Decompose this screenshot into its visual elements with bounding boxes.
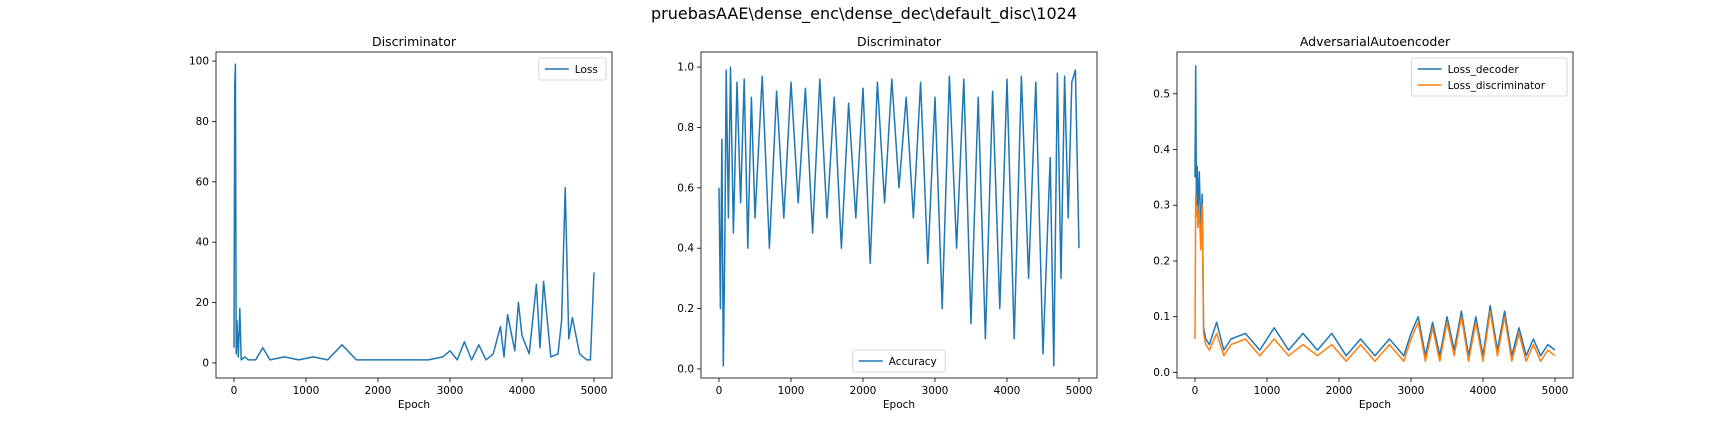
x-tick-label: 5000 bbox=[581, 385, 608, 397]
y-tick-label: 0.5 bbox=[1153, 88, 1170, 100]
legend-label: Accuracy bbox=[889, 356, 937, 368]
subplot-1: 0 1000 2000 3000 4000 5000 0 20 40 60 80 100 Discrim… bbox=[189, 34, 613, 411]
legend: Loss bbox=[538, 57, 607, 81]
x-tick-label: 0 bbox=[231, 385, 238, 397]
legend-box bbox=[1411, 57, 1568, 97]
x-tick-label: 5000 bbox=[1542, 385, 1569, 397]
x-axis-label: Epoch bbox=[883, 399, 915, 411]
y-tick-label: 0.0 bbox=[677, 363, 694, 375]
subplot-title: Discriminator bbox=[857, 34, 942, 49]
legend: Loss_decoder Loss_discriminator bbox=[1411, 57, 1568, 97]
x-tick-label: 5000 bbox=[1066, 385, 1093, 397]
y-tick-label: 1.0 bbox=[677, 62, 694, 74]
y-tick-label: 0.1 bbox=[1153, 311, 1170, 323]
y-tick-label: 0.2 bbox=[1153, 255, 1170, 267]
x-tick-label: 4000 bbox=[994, 385, 1021, 397]
y-tick-label: 0.8 bbox=[677, 122, 694, 134]
x-axis-label: Epoch bbox=[1359, 399, 1391, 411]
x-tick-label: 3000 bbox=[922, 385, 949, 397]
y-tick-label: 100 bbox=[189, 56, 209, 68]
figure-suptitle: pruebasAAE\dense_enc\dense_dec\default_d… bbox=[651, 4, 1077, 23]
y-tick-label: 0.3 bbox=[1153, 200, 1170, 212]
x-tick-label: 4000 bbox=[509, 385, 536, 397]
subplot-title: AdversarialAutoencoder bbox=[1300, 34, 1451, 49]
y-tick-label: 0.4 bbox=[1153, 144, 1170, 156]
subplot-title: Discriminator bbox=[372, 34, 457, 49]
x-tick-label: 0 bbox=[1192, 385, 1199, 397]
series-line-1 bbox=[233, 63, 595, 361]
x-tick-label: 0 bbox=[716, 385, 723, 397]
x-tick-label: 2000 bbox=[1326, 385, 1353, 397]
y-tick-label: 60 bbox=[196, 176, 209, 188]
x-tick-label: 3000 bbox=[1398, 385, 1425, 397]
legend-label: Loss_discriminator bbox=[1448, 80, 1546, 92]
axes-frame bbox=[1176, 51, 1574, 379]
legend-label: Loss_decoder bbox=[1448, 64, 1520, 76]
legend: Accuracy bbox=[852, 349, 946, 373]
y-tick-label: 40 bbox=[196, 237, 209, 249]
subplot-3: 0 1000 2000 3000 4000 5000 0.0 0.1 0.2 0.3 0.4 0.5 A… bbox=[1153, 34, 1574, 411]
x-axis-label: Epoch bbox=[398, 399, 430, 411]
legend-label: Loss bbox=[575, 64, 598, 76]
x-tick-label: 2000 bbox=[365, 385, 392, 397]
axes-frame bbox=[700, 51, 1098, 379]
x-tick-label: 2000 bbox=[850, 385, 877, 397]
y-tick-label: 80 bbox=[196, 116, 209, 128]
y-tick-label: 20 bbox=[196, 297, 209, 309]
y-tick-label: 0.6 bbox=[677, 182, 694, 194]
x-tick-label: 3000 bbox=[437, 385, 464, 397]
x-tick-label: 1000 bbox=[293, 385, 320, 397]
y-tick-label: 0.2 bbox=[677, 303, 694, 315]
x-tick-label: 1000 bbox=[778, 385, 805, 397]
x-tick-label: 4000 bbox=[1470, 385, 1497, 397]
series-line-1 bbox=[718, 66, 1080, 367]
y-tick-label: 0 bbox=[202, 357, 209, 369]
legend-box bbox=[538, 57, 607, 81]
x-tick-label: 1000 bbox=[1254, 385, 1281, 397]
series-line-2 bbox=[1194, 193, 1556, 363]
y-tick-label: 0.0 bbox=[1153, 367, 1170, 379]
y-tick-label: 0.4 bbox=[677, 243, 694, 255]
axes-frame bbox=[215, 51, 613, 379]
subplot-2: 0 1000 2000 3000 4000 5000 0.0 0.2 0.4 0.6 0.8 1.0 D… bbox=[677, 34, 1098, 411]
legend-box bbox=[852, 349, 946, 373]
series-line-1 bbox=[1194, 65, 1556, 357]
